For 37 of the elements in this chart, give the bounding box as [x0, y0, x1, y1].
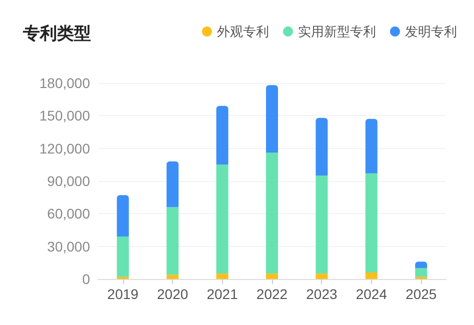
x-tick-label: 2024	[356, 286, 388, 302]
legend-label: 实用新型专利	[298, 24, 376, 39]
bar	[216, 106, 228, 165]
bar	[166, 274, 179, 279]
bar	[216, 274, 228, 279]
x-tick-label: 2021	[206, 286, 238, 302]
y-tick-label: 90,000	[47, 173, 90, 189]
bar	[365, 118, 378, 174]
y-tick-label: 150,000	[39, 108, 90, 124]
bar	[266, 274, 278, 279]
y-tick-label: 120,000	[39, 140, 90, 156]
y-tick-label: 30,000	[47, 238, 90, 254]
bar	[415, 262, 428, 268]
bar	[166, 207, 179, 275]
y-tick-label: 60,000	[47, 206, 90, 222]
x-tick-label: 2022	[256, 286, 288, 302]
x-tick-label: 2023	[306, 286, 338, 302]
bar	[365, 173, 378, 272]
bar	[316, 274, 328, 279]
y-tick-label: 180,000	[39, 75, 90, 91]
bar	[166, 161, 179, 208]
bar	[266, 152, 278, 274]
bar	[116, 195, 129, 237]
x-tick-label: 2020	[156, 286, 188, 302]
bar	[415, 268, 428, 277]
legend-label: 发明专利	[405, 24, 457, 39]
bar	[316, 176, 328, 274]
x-tick-label: 2025	[406, 286, 437, 302]
bar	[266, 85, 278, 153]
bar	[216, 164, 228, 274]
legend-label: 外观专利	[217, 24, 269, 39]
bar	[116, 236, 129, 277]
y-tick-label: 0	[82, 271, 90, 287]
bar	[316, 118, 328, 176]
bar	[365, 272, 378, 279]
chart-title: 专利类型	[22, 24, 91, 43]
x-tick-label: 2019	[107, 286, 139, 302]
